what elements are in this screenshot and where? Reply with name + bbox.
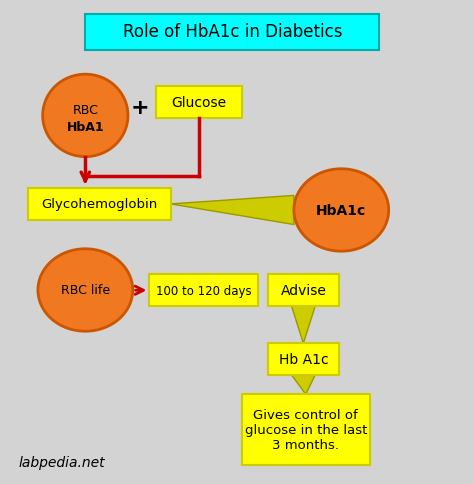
Text: 100 to 120 days: 100 to 120 days: [156, 284, 252, 297]
Text: HbA1c: HbA1c: [316, 204, 366, 217]
Ellipse shape: [43, 75, 128, 157]
FancyBboxPatch shape: [268, 275, 339, 306]
Text: Glycohemoglobin: Glycohemoglobin: [41, 198, 158, 211]
FancyBboxPatch shape: [268, 344, 339, 375]
Text: +: +: [130, 97, 149, 118]
FancyBboxPatch shape: [156, 87, 242, 119]
Text: Gives control of
glucose in the last
3 months.: Gives control of glucose in the last 3 m…: [245, 408, 367, 451]
FancyBboxPatch shape: [149, 275, 258, 306]
FancyBboxPatch shape: [28, 189, 171, 220]
Text: Glucose: Glucose: [172, 96, 227, 110]
Text: Role of HbA1c in Diabetics: Role of HbA1c in Diabetics: [122, 23, 342, 42]
Text: RBC: RBC: [73, 104, 98, 117]
FancyBboxPatch shape: [242, 394, 370, 465]
Text: HbA1: HbA1: [66, 121, 104, 133]
Ellipse shape: [38, 249, 133, 332]
Text: labpedia.net: labpedia.net: [19, 455, 106, 469]
FancyBboxPatch shape: [85, 15, 379, 51]
Polygon shape: [171, 196, 294, 225]
Polygon shape: [292, 306, 315, 344]
Text: Advise: Advise: [281, 284, 326, 298]
Ellipse shape: [294, 169, 389, 252]
Polygon shape: [292, 375, 315, 394]
Text: RBC life: RBC life: [61, 284, 110, 297]
Text: Hb A1c: Hb A1c: [279, 352, 328, 366]
